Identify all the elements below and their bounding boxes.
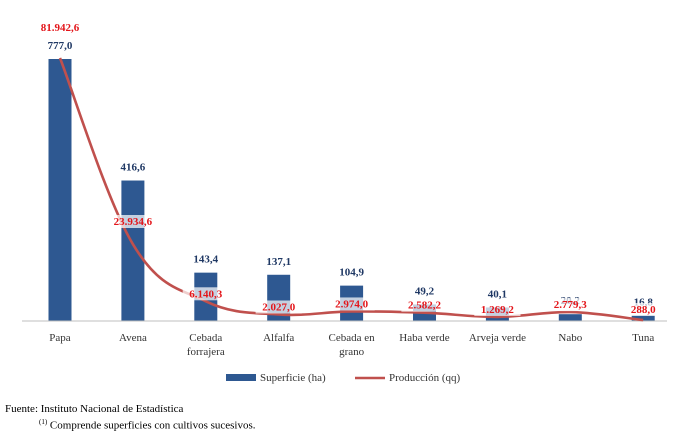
production-label-bg xyxy=(328,297,375,311)
source-note: Fuente: Instituto Nacional de Estadístic… xyxy=(5,403,184,415)
production-label-bg xyxy=(626,303,660,316)
category-labels-group: Papa Avena Cebada forrajera Alfalfa Cebada en… xyxy=(49,332,654,358)
bar-value-label: 104,9 xyxy=(339,267,364,279)
bar-value-label: 40,1 xyxy=(488,288,507,300)
footnote-mark: (1) xyxy=(39,418,48,426)
bar-superficie xyxy=(631,315,655,321)
x-tick-label: Haba verde xyxy=(399,332,450,344)
x-tick-label: Alfalfa xyxy=(263,332,294,344)
production-value-label: 1.269,2 xyxy=(481,304,515,316)
production-value-label: 2.974,0 xyxy=(335,298,369,310)
production-value-label: 6.140,3 xyxy=(189,288,223,300)
legend-label-superficie: Superficie (ha) xyxy=(260,372,326,384)
production-label-bg xyxy=(401,298,448,312)
production-label-bg xyxy=(182,287,229,301)
bar-value-label: 143,4 xyxy=(193,254,218,266)
legend: Superficie (ha) Producción (qq) xyxy=(226,372,461,384)
production-label-bg xyxy=(547,298,594,312)
x-tick-label: grano xyxy=(339,346,365,358)
x-tick-label: Tuna xyxy=(632,332,654,344)
bar-value-label: 777,0 xyxy=(48,40,73,52)
x-tick-label: Avena xyxy=(119,332,147,344)
bar-value-label: 137,1 xyxy=(266,256,291,268)
production-label-bg xyxy=(474,302,521,316)
bar-superficie xyxy=(48,59,72,321)
production-value-label: 23.934,6 xyxy=(114,216,153,228)
legend-swatch-superficie xyxy=(226,374,256,381)
x-tick-label: Arveja verde xyxy=(469,332,526,344)
x-tick-label: Cebada xyxy=(189,332,222,344)
production-labels-group: 81.942,6 23.934,6 6.140,3 2.027,0 2.974,0 2.5… xyxy=(33,21,660,316)
bars-group xyxy=(48,59,655,321)
production-value-label: 2.779,3 xyxy=(554,299,588,311)
bar-superficie xyxy=(121,180,145,321)
production-label-bg xyxy=(255,300,302,314)
bar-value-label: 416,6 xyxy=(121,162,146,174)
x-tick-label: Nabo xyxy=(558,332,582,344)
production-value-label: 2.027,0 xyxy=(262,301,296,313)
production-value-label: 288,0 xyxy=(631,304,656,316)
x-tick-label: forrajera xyxy=(187,346,225,358)
chart: 777,0416,6143,4137,1104,949,240,120,216,… xyxy=(22,21,667,384)
legend-label-produccion: Producción (qq) xyxy=(389,372,461,384)
x-tick-label: Papa xyxy=(49,332,71,344)
bar-superficie xyxy=(558,314,582,321)
bar-value-label: 49,2 xyxy=(415,285,435,297)
x-tick-label: Cebada en xyxy=(329,332,376,344)
footnote: (1) Comprende superficies con cultivos s… xyxy=(39,418,256,432)
production-value-label: 81.942,6 xyxy=(41,22,80,34)
production-label-bg xyxy=(33,21,87,34)
production-series-line xyxy=(58,57,644,322)
production-value-label: 2.582,2 xyxy=(408,300,442,312)
footnote-text: Comprende superficies con cultivos suces… xyxy=(47,419,256,432)
production-label-bg xyxy=(106,215,160,228)
